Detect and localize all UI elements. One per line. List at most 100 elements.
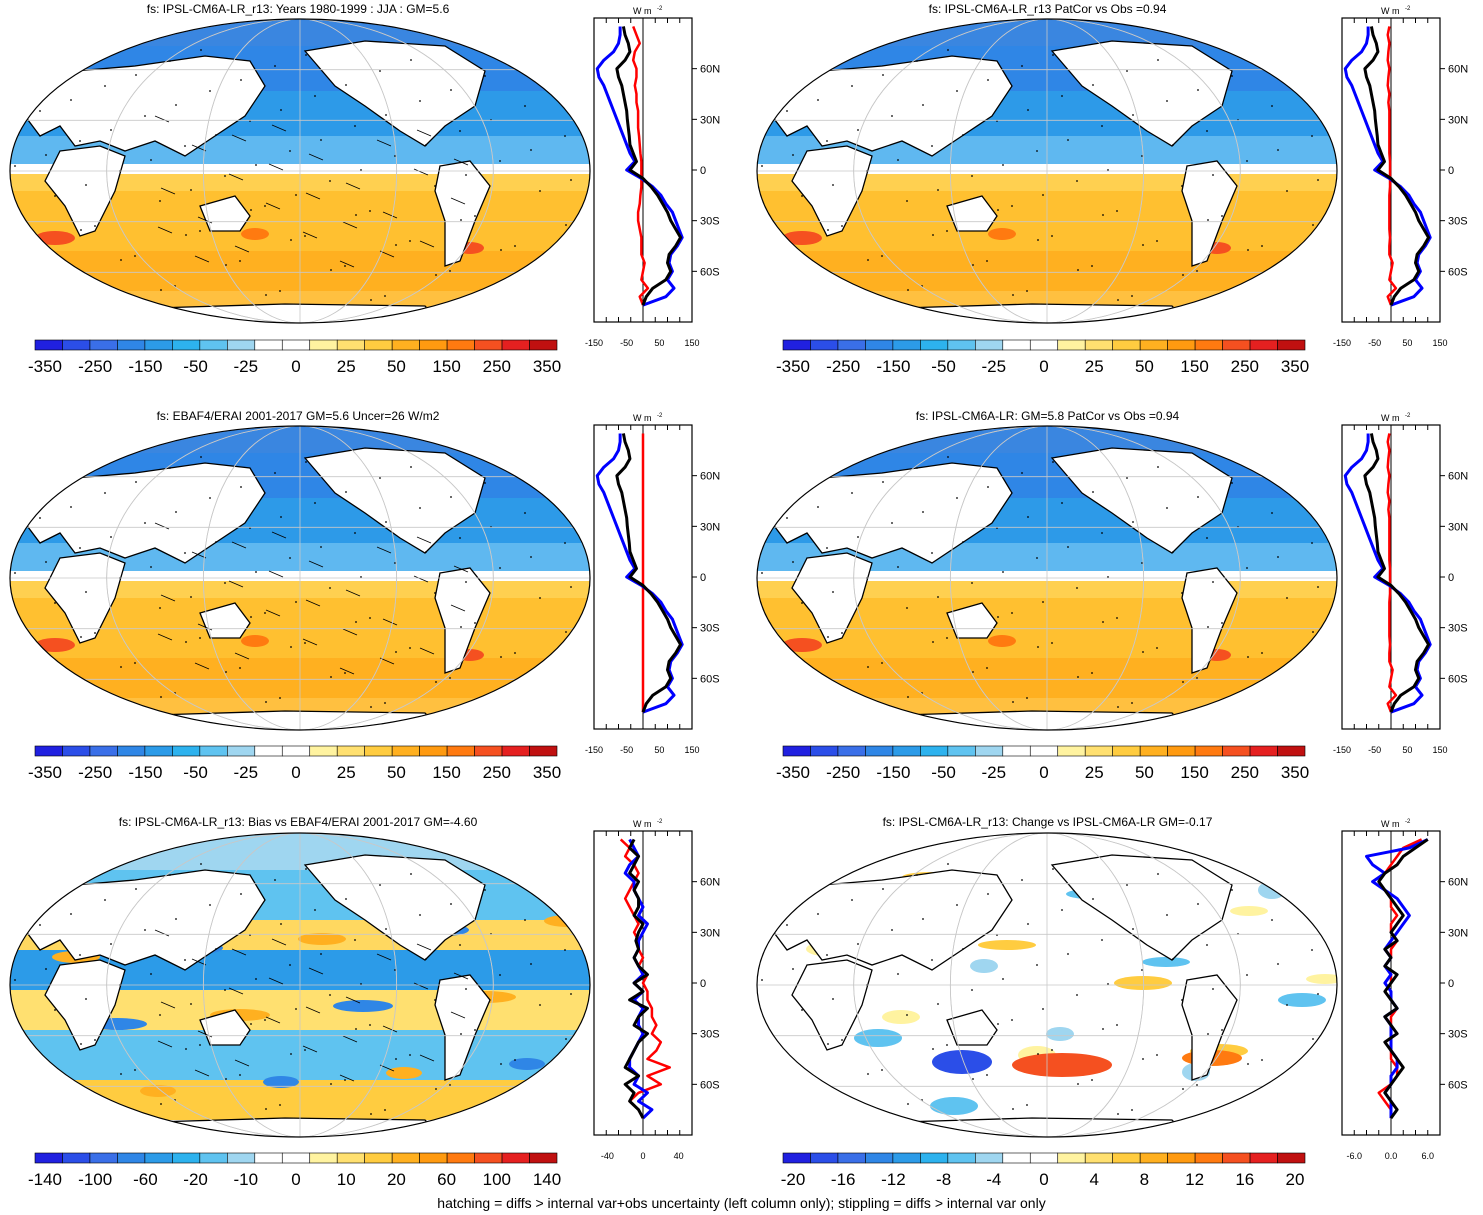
stipple-dot: [555, 94, 557, 96]
stipple-dot: [465, 581, 467, 583]
stipple-dot: [15, 661, 17, 663]
stipple-dot: [907, 696, 909, 698]
stipple-dot: [459, 130, 461, 132]
stipple-dot: [110, 943, 112, 945]
colorbar-swatch: [975, 339, 1004, 351]
colorbar-swatch: [1029, 339, 1059, 351]
stipple-dot: [1026, 1104, 1028, 1106]
colorbar-label: 25: [337, 357, 356, 376]
stipple-dot: [514, 652, 516, 654]
continent: [946, 195, 998, 232]
x-tick-label: -150: [1333, 338, 1351, 348]
stipple-dot: [465, 988, 467, 990]
x-tick-label: 0: [640, 1151, 645, 1161]
stipple-dot: [344, 1079, 346, 1081]
stipple-dot: [1182, 681, 1184, 683]
stipple-dot: [1207, 219, 1209, 221]
stipple-dot: [1076, 180, 1078, 182]
stipple-dot: [897, 159, 899, 161]
stipple-dot: [947, 456, 949, 458]
hatch-line: [419, 240, 435, 248]
stipple-dot: [250, 209, 252, 211]
colorbar-swatch: [34, 339, 63, 351]
stipple-dot: [931, 145, 933, 147]
colorbar-swatch: [446, 339, 475, 351]
stipple-dot: [14, 165, 16, 167]
continent: [303, 40, 486, 147]
stipple-dot: [1317, 993, 1319, 995]
hatch-line: [157, 226, 173, 234]
colorbar-swatch: [1277, 339, 1306, 351]
stipple-dot: [907, 1103, 909, 1105]
zonal-series-obs: [1343, 26, 1432, 307]
stipple-dot: [379, 477, 381, 479]
hatch-line: [302, 638, 318, 646]
stipple-dot: [110, 536, 112, 538]
stipple-dot: [1277, 963, 1279, 965]
stipple-dot: [1207, 1033, 1209, 1035]
colorbar-swatch: [1057, 745, 1086, 757]
stipple-dot: [1287, 1093, 1289, 1095]
stipple-dot: [937, 1003, 939, 1005]
colorbar-swatch: [117, 1152, 146, 1164]
colorbar-swatch: [947, 1152, 976, 1164]
stipple-dot: [354, 532, 356, 534]
stipple-dot: [515, 471, 517, 473]
colorbar-swatch: [1139, 1152, 1168, 1164]
stipple-dot: [5, 124, 7, 126]
graticule: [757, 426, 1337, 730]
stipple-dot: [997, 616, 999, 618]
colorbar-swatch: [446, 745, 475, 757]
colorbar-label: 0: [1039, 1170, 1048, 1189]
hatch-line: [450, 1011, 466, 1019]
stipple-dot: [1231, 482, 1233, 484]
stipple-dot: [857, 536, 859, 538]
hatch-line: [194, 662, 210, 670]
stipple-dot: [579, 627, 581, 629]
colorbar-label: 4: [1089, 1170, 1098, 1189]
colorbar-label: 0: [1039, 763, 1048, 782]
stipple-dot: [1317, 179, 1319, 181]
stipple-dot: [1141, 562, 1143, 564]
stipple-dot: [1222, 711, 1224, 713]
stipple-dot: [1261, 652, 1263, 654]
units-superscript: -2: [657, 6, 663, 12]
stipple-dot: [1236, 1114, 1238, 1116]
colorbar-label: -50: [183, 357, 208, 376]
map-field: [757, 19, 1337, 323]
y-tick-label: 60N: [1448, 877, 1468, 889]
x-tick-label: -50: [1368, 338, 1381, 348]
colorbar-swatch: [810, 745, 839, 757]
hatch-line: [268, 570, 284, 578]
stipple-dot: [549, 50, 551, 52]
colorbar-swatch: [837, 339, 866, 351]
anomaly-blob: [1012, 1053, 1112, 1077]
stipple-dot: [134, 662, 136, 664]
stipple-dot: [255, 571, 257, 573]
colorbar-swatch: [474, 1152, 503, 1164]
hatch-line: [345, 589, 361, 597]
stipple-dot: [489, 300, 491, 302]
stipple-dot: [385, 114, 387, 116]
stipple-dot: [279, 697, 281, 699]
stipple-dot: [776, 250, 778, 252]
stipple-dot: [776, 657, 778, 659]
zonal-series-model: [1363, 26, 1431, 306]
stipple-dot: [922, 511, 924, 513]
stipple-dot: [450, 496, 452, 498]
stipple-dot: [459, 944, 461, 946]
stipple-dot: [841, 632, 843, 634]
stipple-dot: [1026, 697, 1028, 699]
stipple-dot: [1286, 597, 1288, 599]
stipple-dot: [150, 973, 152, 975]
stipple-dot: [554, 682, 556, 684]
stipple-dot: [80, 229, 82, 231]
stipple-dot: [792, 561, 794, 563]
meridian-line: [202, 426, 398, 730]
stipple-dot: [330, 1083, 332, 1085]
colorbar-swatch: [892, 1152, 921, 1164]
stipple-dot: [264, 612, 266, 614]
stipple-dot: [891, 115, 893, 117]
stipple-dot: [225, 671, 227, 673]
stipple-dot: [304, 642, 306, 644]
